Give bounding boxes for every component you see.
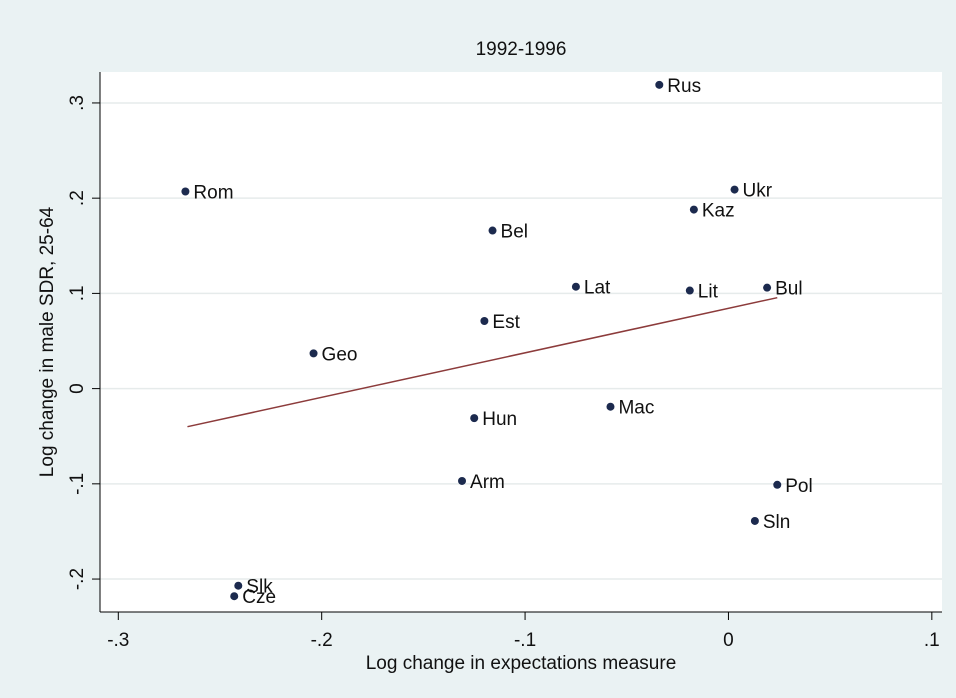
y-axis-label: Log change in male SDR, 25-64 — [37, 206, 58, 477]
point — [685, 286, 694, 295]
point — [773, 480, 782, 489]
point — [458, 476, 467, 485]
point — [488, 226, 497, 235]
point-label: Rus — [667, 76, 701, 97]
point-label: Bul — [775, 279, 802, 300]
point — [730, 185, 739, 194]
y-tick-label: -.1 — [67, 473, 88, 495]
point — [655, 80, 664, 89]
point — [309, 349, 318, 358]
y-tick-label: 0 — [67, 383, 88, 394]
point — [689, 205, 698, 214]
point — [230, 592, 239, 601]
x-tick-label: -.3 — [107, 630, 129, 651]
point — [480, 317, 489, 326]
fit-line — [187, 296, 778, 428]
point-label: Lat — [584, 278, 611, 299]
point — [571, 282, 580, 291]
x-tick-label: .1 — [924, 630, 940, 651]
x-tick-label: 0 — [723, 630, 734, 651]
point-label: Bel — [501, 222, 528, 243]
point — [470, 414, 479, 423]
point — [606, 402, 615, 411]
x-tick-label: -.1 — [514, 630, 536, 651]
point-label: Geo — [322, 344, 358, 365]
plot-area — [100, 72, 942, 612]
point-label: Ukr — [743, 181, 773, 202]
point-label: Rom — [193, 183, 233, 204]
point — [234, 581, 243, 590]
y-tick-label: -.2 — [67, 568, 88, 590]
point-label: Lit — [698, 282, 719, 303]
chart-title: 1992-1996 — [476, 39, 567, 60]
point-label: Cze — [242, 587, 276, 608]
x-tick-label: -.2 — [311, 630, 333, 651]
point — [763, 283, 772, 292]
point-label: Sln — [763, 512, 790, 533]
point-label: Kaz — [702, 201, 735, 222]
point-label: Slk — [246, 577, 273, 598]
point-label: Mac — [618, 398, 654, 419]
point-label: Est — [492, 312, 520, 333]
y-tick-label: .1 — [67, 285, 88, 301]
y-tick-label: .2 — [67, 190, 88, 206]
point — [181, 187, 190, 196]
point-label: Hun — [482, 409, 517, 430]
y-tick-label: .3 — [67, 95, 88, 111]
point-label: Arm — [470, 472, 505, 493]
point-label: Pol — [785, 476, 812, 497]
x-axis-label: Log change in expectations measure — [366, 653, 677, 674]
point — [750, 516, 759, 525]
